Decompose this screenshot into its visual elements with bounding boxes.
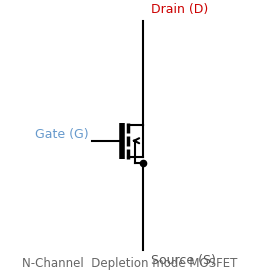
Text: Gate (G): Gate (G) xyxy=(35,128,88,141)
Text: Source (S): Source (S) xyxy=(151,254,216,267)
Text: Drain (D): Drain (D) xyxy=(151,3,208,16)
Text: N-Channel  Depletion mode MOSFET: N-Channel Depletion mode MOSFET xyxy=(22,257,238,270)
